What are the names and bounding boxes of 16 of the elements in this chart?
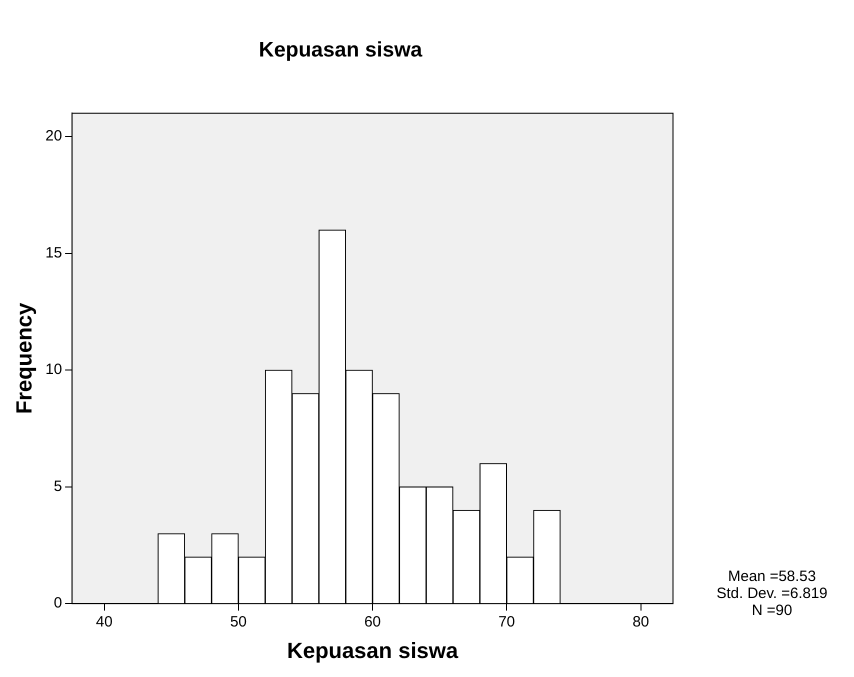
text: Std. Dev. =6.819 — [715, 585, 829, 602]
x-tick-label: 40 — [96, 614, 113, 631]
x-tick-label: 70 — [498, 614, 516, 631]
y-tick-label: 5 — [54, 478, 62, 495]
x-tick-label: 60 — [364, 614, 381, 631]
y-tick-label: 0 — [54, 594, 62, 612]
x-axis-title: Kepuasan siswa — [286, 638, 459, 663]
text: Mean =58.53 — [727, 568, 817, 585]
y-axis-title: Frequency — [11, 302, 36, 414]
y-tick-label: 10 — [45, 361, 62, 378]
x-tick-label: 80 — [632, 614, 650, 631]
y-tick-label: 15 — [45, 244, 62, 262]
chart-title: Kepuasan siswa — [258, 38, 423, 62]
text: N =90 — [750, 602, 794, 619]
x-tick-label: 50 — [230, 614, 247, 631]
y-tick-label: 20 — [45, 128, 62, 145]
